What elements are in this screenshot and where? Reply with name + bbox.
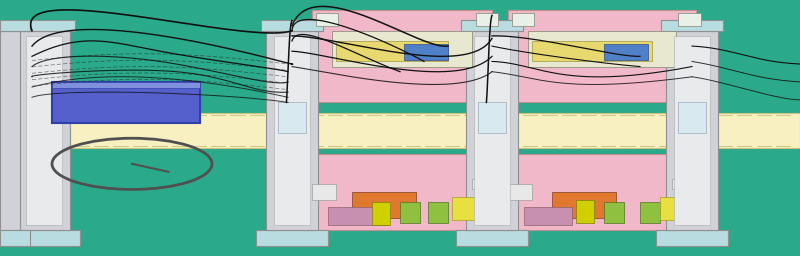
Bar: [678, 13, 701, 26]
Bar: [404, 44, 448, 60]
Bar: [52, 82, 200, 88]
Bar: [18, 31, 70, 230]
Bar: [336, 41, 448, 61]
Bar: [312, 154, 492, 230]
Bar: [552, 192, 616, 218]
Bar: [452, 197, 484, 220]
Bar: [278, 102, 306, 133]
Bar: [672, 179, 696, 189]
Bar: [604, 44, 648, 60]
Bar: [640, 202, 660, 223]
Bar: [524, 207, 572, 225]
Bar: [508, 10, 696, 102]
Bar: [461, 20, 523, 31]
Bar: [332, 31, 472, 67]
Bar: [256, 230, 328, 246]
Bar: [266, 31, 318, 230]
Bar: [0, 230, 30, 246]
Bar: [8, 230, 80, 246]
Bar: [674, 36, 710, 225]
Bar: [472, 179, 496, 189]
Bar: [678, 102, 706, 133]
Bar: [666, 31, 718, 230]
Bar: [0, 31, 20, 230]
Bar: [52, 82, 200, 123]
Bar: [508, 154, 696, 230]
Bar: [512, 13, 534, 26]
Bar: [13, 20, 75, 31]
Bar: [661, 20, 723, 31]
Bar: [456, 230, 528, 246]
Bar: [0, 20, 30, 31]
Bar: [428, 202, 448, 223]
Bar: [312, 10, 492, 102]
Bar: [656, 230, 728, 246]
Bar: [316, 13, 338, 26]
Bar: [26, 36, 62, 225]
Bar: [576, 200, 594, 223]
Bar: [528, 31, 676, 67]
Bar: [261, 20, 323, 31]
Bar: [372, 202, 390, 225]
Bar: [532, 41, 652, 61]
Bar: [0, 113, 800, 148]
Bar: [352, 192, 416, 218]
Bar: [508, 184, 532, 200]
Bar: [466, 31, 518, 230]
Bar: [660, 197, 692, 220]
Bar: [312, 184, 336, 200]
Bar: [274, 36, 310, 225]
Bar: [478, 102, 506, 133]
Bar: [474, 36, 510, 225]
Bar: [328, 207, 388, 225]
Bar: [476, 13, 498, 26]
Bar: [604, 202, 624, 223]
Bar: [400, 202, 420, 223]
